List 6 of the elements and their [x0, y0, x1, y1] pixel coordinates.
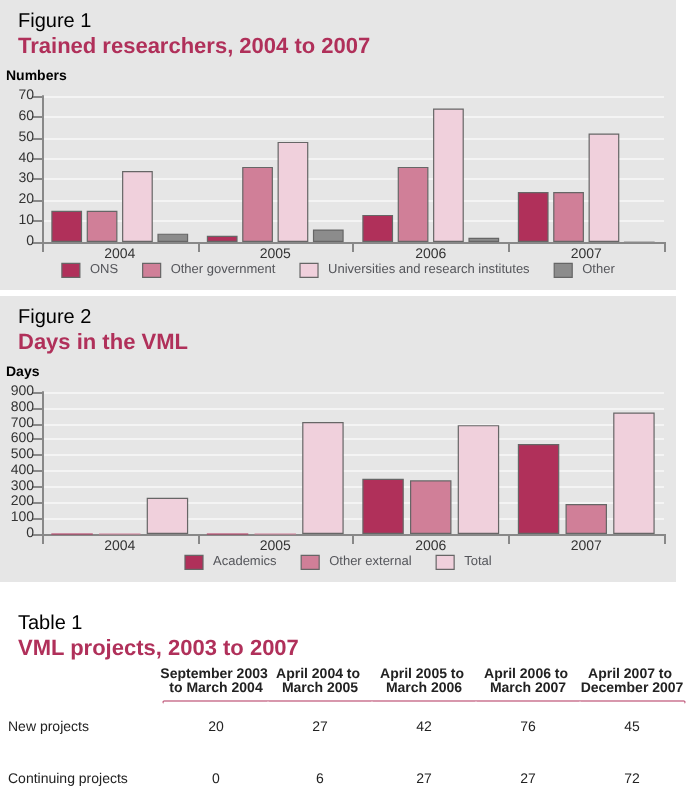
chart-subtitle: Figure 1 — [18, 11, 93, 33]
chart-title: Days in the VML — [18, 331, 189, 355]
caption: Table 1 — [18, 613, 84, 635]
chart-title: VML projects, 2003 to 2007 — [18, 637, 299, 661]
chart-title: Trained researchers, 2004 to 2007 — [18, 35, 371, 59]
chart-subtitle: Figure 2 — [18, 307, 93, 329]
